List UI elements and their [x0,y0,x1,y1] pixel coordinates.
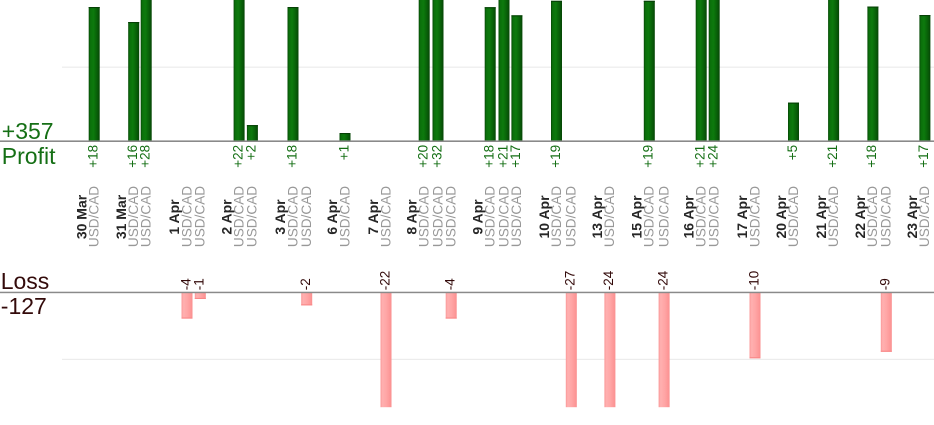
svg-text:+24: +24 [706,144,721,167]
svg-text:+18: +18 [482,145,497,168]
svg-text:8 Apr: 8 Apr [403,199,419,235]
svg-text:+1: +1 [336,145,351,160]
svg-text:10 Apr: 10 Apr [536,195,552,239]
svg-text:22 Apr: 22 Apr [852,195,868,239]
svg-text:USD/CAD: USD/CAD [826,186,841,247]
svg-text:+18: +18 [864,145,879,168]
svg-text:-27: -27 [563,271,578,291]
svg-text:+19: +19 [641,145,656,168]
svg-text:-2: -2 [298,278,313,290]
svg-text:USD/CAD: USD/CAD [430,186,445,247]
svg-text:USD/CAD: USD/CAD [299,186,314,247]
svg-text:USD/CAD: USD/CAD [694,186,709,247]
svg-text:USD/CAD: USD/CAD [917,186,932,247]
svg-text:Profit: Profit [2,143,56,169]
svg-text:2 Apr: 2 Apr [218,199,234,235]
svg-text:20 Apr: 20 Apr [773,195,789,239]
svg-text:-22: -22 [377,271,392,291]
svg-text:+5: +5 [785,145,800,160]
svg-text:USD/CAD: USD/CAD [509,186,524,247]
svg-text:USD/CAD: USD/CAD [285,186,300,247]
svg-text:+18: +18 [86,145,101,168]
svg-text:-4: -4 [443,278,458,290]
svg-text:+357: +357 [2,118,54,144]
svg-text:15 Apr: 15 Apr [629,195,645,239]
svg-text:-4: -4 [178,278,193,290]
svg-text:-24: -24 [601,270,616,290]
svg-text:USD/CAD: USD/CAD [786,186,801,247]
svg-text:USD/CAD: USD/CAD [564,186,579,247]
svg-text:7 Apr: 7 Apr [365,199,381,235]
svg-text:13 Apr: 13 Apr [589,195,605,239]
svg-text:USD/CAD: USD/CAD [378,186,393,247]
svg-text:USD/CAD: USD/CAD [496,186,511,247]
svg-text:USD/CAD: USD/CAD [126,186,141,247]
svg-text:USD/CAD: USD/CAD [179,186,194,247]
svg-text:+2: +2 [244,145,259,160]
svg-text:+16: +16 [125,145,140,168]
svg-text:USD/CAD: USD/CAD [549,186,564,247]
svg-text:+21: +21 [495,145,510,168]
svg-text:USD/CAD: USD/CAD [231,186,246,247]
svg-text:+17: +17 [916,145,931,168]
svg-text:21 Apr: 21 Apr [813,195,829,239]
svg-text:+32: +32 [429,145,444,168]
svg-text:+21: +21 [693,145,708,168]
svg-text:Loss: Loss [1,268,50,294]
svg-text:USD/CAD: USD/CAD [642,186,657,247]
svg-text:-10: -10 [746,271,761,291]
svg-text:+19: +19 [548,145,563,168]
svg-text:+20: +20 [416,145,431,168]
svg-text:USD/CAD: USD/CAD [707,186,722,247]
svg-text:+17: +17 [508,145,523,168]
svg-text:USD/CAD: USD/CAD [747,186,762,247]
svg-text:16 Apr: 16 Apr [681,195,697,239]
svg-text:USD/CAD: USD/CAD [444,186,459,247]
svg-text:USD/CAD: USD/CAD [337,186,352,247]
svg-text:-127: -127 [1,293,47,319]
svg-text:+28: +28 [138,145,153,168]
svg-text:3 Apr: 3 Apr [272,199,288,235]
svg-text:USD/CAD: USD/CAD [245,186,260,247]
svg-text:6 Apr: 6 Apr [324,199,340,235]
svg-text:-24: -24 [655,270,670,290]
svg-text:USD/CAD: USD/CAD [193,186,208,247]
svg-text:+22: +22 [230,145,245,168]
svg-text:USD/CAD: USD/CAD [417,186,432,247]
svg-text:-1: -1 [192,278,207,290]
svg-text:17 Apr: 17 Apr [734,195,750,239]
svg-text:USD/CAD: USD/CAD [87,186,102,247]
svg-text:31 Mar: 31 Mar [113,194,129,239]
svg-text:+21: +21 [825,145,840,168]
svg-text:-9: -9 [878,278,893,290]
svg-text:USD/CAD: USD/CAD [656,186,671,247]
svg-text:USD/CAD: USD/CAD [139,186,154,247]
svg-text:1 Apr: 1 Apr [166,199,182,235]
svg-text:USD/CAD: USD/CAD [865,186,880,247]
svg-text:USD/CAD: USD/CAD [483,186,498,247]
svg-text:USD/CAD: USD/CAD [602,186,617,247]
svg-text:USD/CAD: USD/CAD [879,186,894,247]
svg-text:9 Apr: 9 Apr [469,199,485,235]
svg-text:30 Mar: 30 Mar [74,194,90,239]
svg-text:23 Apr: 23 Apr [904,195,920,239]
svg-text:+18: +18 [284,145,299,168]
